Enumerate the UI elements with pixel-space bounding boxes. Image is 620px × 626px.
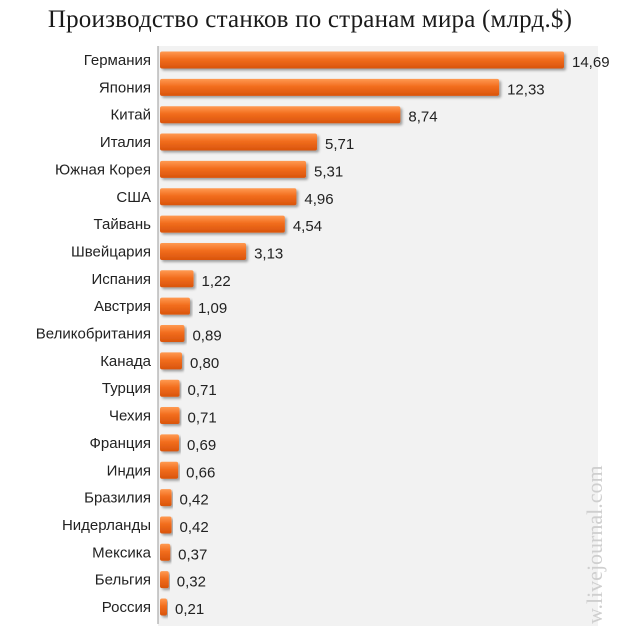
category-label: Китай [110,107,151,124]
bar [160,106,401,124]
category-label: Япония [99,79,151,96]
value-label: 5,31 [314,163,343,180]
value-label: 4,96 [304,191,333,208]
value-label: 0,21 [175,601,204,618]
bar [160,215,285,233]
value-label: 0,80 [190,355,219,372]
value-label: 14,69 [572,54,610,71]
category-label: Италия [100,134,151,151]
value-label: 12,33 [507,81,545,98]
category-label: Южная Корея [55,161,151,178]
bar [160,51,564,69]
watermark-text: w.livejournal.com [582,465,607,624]
bar [160,461,179,479]
category-label: Россия [102,599,151,616]
category-label: Франция [90,435,151,452]
bar [160,434,179,452]
value-label: 5,71 [325,136,354,153]
value-label: 0,71 [188,410,217,427]
bar [160,188,297,206]
value-label: 0,66 [186,464,215,481]
value-label: 1,22 [202,273,231,290]
category-label: Индия [107,462,151,479]
category-label: Великобритания [36,326,151,343]
bar [160,325,185,342]
category-label: Канада [100,353,151,370]
bar [160,78,500,96]
value-label: 0,32 [177,574,206,591]
value-label: 0,37 [178,546,207,563]
value-label: 0,42 [180,519,209,536]
category-label: Швейцария [71,243,151,260]
category-label: Мексика [92,544,152,561]
bar [160,270,194,288]
bar [160,133,318,151]
category-label: Турция [102,380,151,397]
value-label: 8,74 [408,109,437,126]
bar [160,407,180,425]
bar [160,379,180,397]
bar [160,571,169,589]
value-label: 4,54 [293,218,322,235]
category-label: Германия [84,52,151,69]
bar [160,242,247,260]
category-label: Тайвань [94,216,152,233]
category-label: США [116,189,151,206]
category-label: Австрия [94,298,151,315]
bar [160,598,167,616]
watermark: w.livejournal.com [582,410,612,624]
value-label: 3,13 [254,245,283,262]
bar [160,160,307,178]
category-label: Чехия [109,408,151,425]
category-label: Бельгия [95,572,151,589]
bar [160,489,172,507]
bar [160,352,183,370]
value-label: 0,89 [192,328,221,345]
value-label: 0,71 [188,382,217,399]
value-label: 0,42 [180,492,209,509]
chart-title: Производство станков по странам мира (мл… [47,6,573,33]
category-label: Испания [91,271,151,288]
bar [160,297,190,315]
category-label: Бразилия [84,490,151,507]
bar [160,516,172,534]
category-label: Нидерланды [62,517,151,534]
bar [160,543,171,561]
value-label: 0,69 [187,437,216,454]
value-label: 1,09 [198,300,227,317]
